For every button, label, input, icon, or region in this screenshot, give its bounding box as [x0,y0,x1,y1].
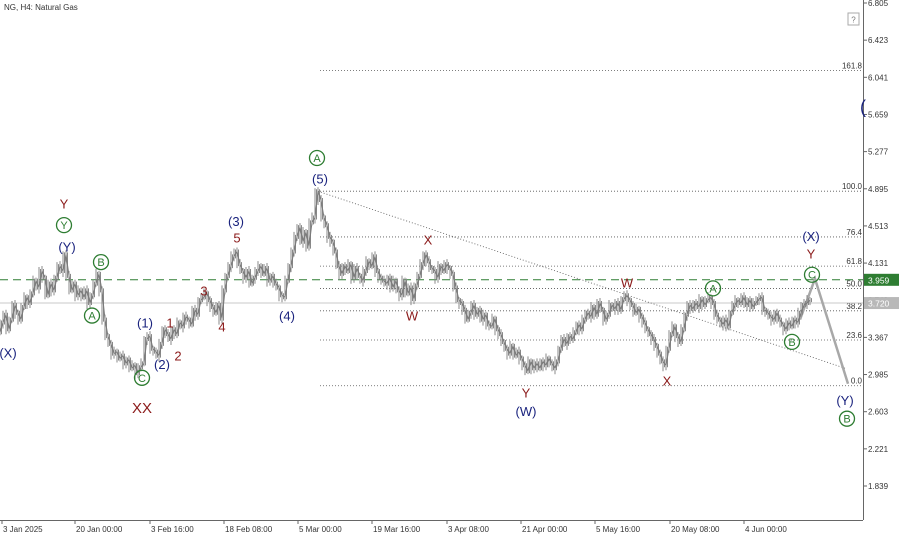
wave-label: (X) [0,346,17,361]
chart-title: NG, H4: Natural Gas [4,3,78,12]
wave-label: 1 [166,315,173,330]
wave-label-circle [704,280,722,297]
current-price-tag [864,273,899,286]
secondary-price-value: 3.720 [868,299,890,309]
y-tick-label: 4.131 [868,259,889,268]
x-tick-label: 20 May 08:00 [671,525,720,534]
wave-label: 3 [200,283,207,298]
wave-label: Y [522,385,531,400]
wave-label: (Y) [836,393,853,408]
y-tick-label: 3.367 [868,333,889,342]
forecast-path [798,274,850,385]
wave-label: (Y) [58,240,75,255]
wave-label: Y [60,220,68,232]
wave-label: XX [132,400,152,417]
truncated-wave-label: ( [860,97,866,117]
price-tags: 3.959 3.720 [864,273,899,310]
wave-label-circle [133,369,151,386]
fib-level-label: 50.0 [846,279,862,288]
fib-level-label: 61.8 [846,257,862,266]
wave-label: Y [807,246,816,261]
wave-label: (3) [228,214,244,229]
y-tick-label: 1.839 [868,482,889,491]
wave-label: W [406,309,419,324]
fib-level-label: 23.6 [846,331,862,340]
x-tick-label: 3 Feb 16:00 [151,525,194,534]
fib-level-label: 161.8 [842,62,863,71]
y-tick-label: 2.603 [868,408,889,417]
y-tick-label: 2.221 [868,445,889,454]
wave-label-circle [308,149,326,167]
wave-label-circle [838,410,856,427]
wave-label: X [424,233,433,248]
x-tick-label: 3 Jan 2025 [3,525,43,534]
x-tick-label: 18 Feb 08:00 [225,525,273,534]
wave-label: 4 [218,319,225,334]
x-tick-label: 21 Apr 00:00 [522,525,568,534]
wave-label: W [621,275,634,290]
price-line [0,191,811,375]
wave-labels: (X)YY(Y)BA (1) 12(2)CXX34(3)5(4)A(5)XWY(W)… [0,149,856,427]
x-tick-label: 20 Jan 00:00 [76,525,123,534]
wave-label: B [788,337,795,349]
wave-label-circle [83,307,101,324]
wave-label-circle [92,253,110,271]
x-tick-label: 3 Apr 08:00 [448,525,489,534]
wave-label: Y [60,197,69,212]
wave-label: A [313,153,321,165]
wave-label: C [138,373,146,385]
x-tick-label: 5 Mar 00:00 [299,525,342,534]
help-icon: ? [851,16,856,25]
wave-label: A [88,311,96,323]
y-tick-label: 6.423 [868,36,889,45]
fib-level-label: 0.0 [851,377,863,386]
wave-label-circle [783,333,801,350]
wave-label-circle [55,216,73,234]
wave-label: (4) [279,309,295,324]
x-tick-label: 4 Jun 00:00 [745,525,787,534]
wave-label: B [97,257,104,269]
wave-label: (2) [154,357,170,372]
wave-label: (W) [516,404,537,419]
y-tick-label: 6.041 [868,73,889,82]
x-tick-label: 19 Mar 16:00 [373,525,421,534]
fib-level-label: 76.4 [846,228,862,237]
wave-label: (1) [137,315,153,330]
x-tick-label: 5 May 16:00 [596,525,641,534]
wave-label: 2 [174,348,181,363]
info-button[interactable]: ? [847,12,860,26]
fib-level-label: 38.2 [846,302,862,311]
y-tick-label: 2.985 [868,371,889,380]
y-tick-label: 6.805 [868,0,889,8]
y-tick-label: 5.659 [868,110,889,119]
wave-label: C [808,270,816,282]
y-tick-label: 4.895 [868,185,889,194]
fib-level-label: 100.0 [842,182,863,191]
reference-lines [0,190,863,385]
fibonacci-levels: 161.8 100.0 76.4 61.8 50.0 38.2 23.6 0.0 [320,62,863,387]
y-tick-label: 5.277 [868,148,889,157]
wave-label-circle [803,266,821,283]
wave-label: A [709,283,717,295]
secondary-price-tag [864,297,899,310]
wave-label: (5) [312,171,328,186]
wave-label: B [843,414,850,426]
wave-label: 5 [233,231,240,246]
price-series [0,187,812,380]
wave-label: (X) [802,229,819,244]
y-tick-label: 4.513 [868,222,889,231]
wave-label: X [663,374,672,389]
current-price-value: 3.959 [868,275,890,285]
